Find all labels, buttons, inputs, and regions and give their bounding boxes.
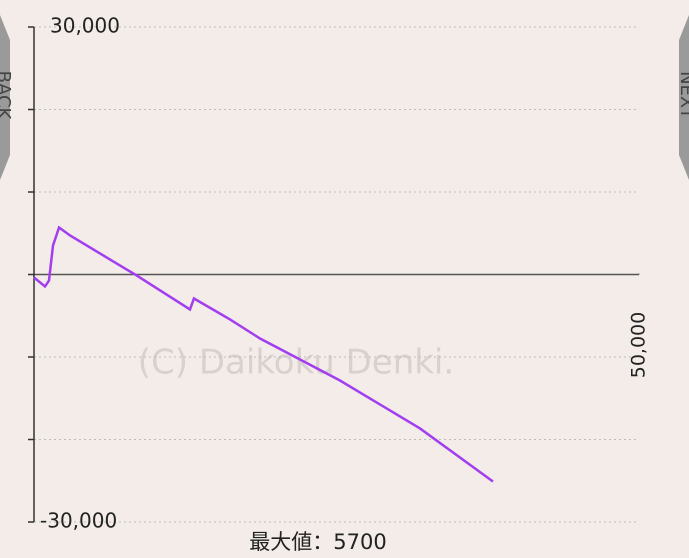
x-tick-label: 50,000 — [628, 312, 650, 378]
next-button[interactable]: NEXT — [676, 15, 689, 180]
next-label[interactable]: NEXT — [676, 71, 689, 120]
max-label: 最大値：5700 — [249, 530, 386, 554]
back-label[interactable]: BACK — [0, 71, 14, 121]
y-tick-label: 30,000 — [50, 14, 120, 38]
back-arrow[interactable] — [0, 15, 10, 180]
next-arrow[interactable] — [679, 15, 689, 180]
y-tick-label: -30,000 — [40, 509, 117, 533]
data-line — [33, 225, 494, 483]
back-button[interactable]: BACK — [0, 15, 14, 180]
watermark: (C) Daikoku Denki. — [138, 343, 454, 383]
